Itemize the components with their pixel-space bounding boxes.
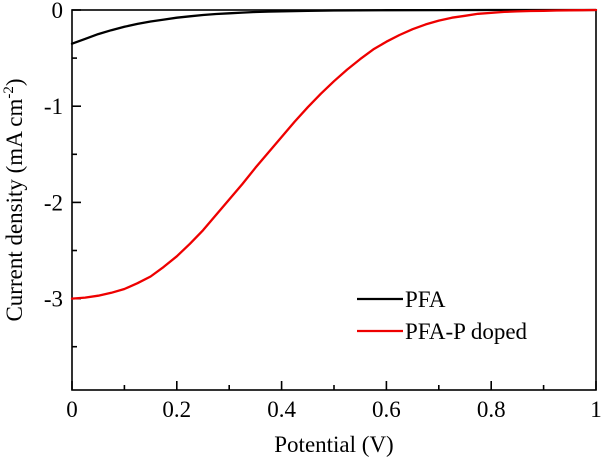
x-tick-label: 0.6 [372,397,401,422]
y-tick-label: -2 [44,190,63,215]
x-tick-label: 0.4 [267,397,296,422]
x-axis-label: Potential (V) [274,432,393,457]
y-tick-label: -3 [44,287,63,312]
y-tick-label: 0 [52,0,64,23]
x-tick-label: 0.2 [162,397,191,422]
x-tick-label: 1 [590,397,602,422]
x-tick-label: 0 [66,397,78,422]
series-pfa [70,8,598,45]
legend: PFA PFA-P doped [357,287,528,344]
legend-label-pfa: PFA [405,287,446,312]
series-pfa-p-doped [70,8,598,300]
legend-label-pfa-p-doped: PFA-P doped [405,319,528,344]
x-tick-label: 0.8 [477,397,506,422]
y-tick-label: -1 [44,94,63,119]
y-axis-label: Current density (mA cm-2) [1,78,27,321]
